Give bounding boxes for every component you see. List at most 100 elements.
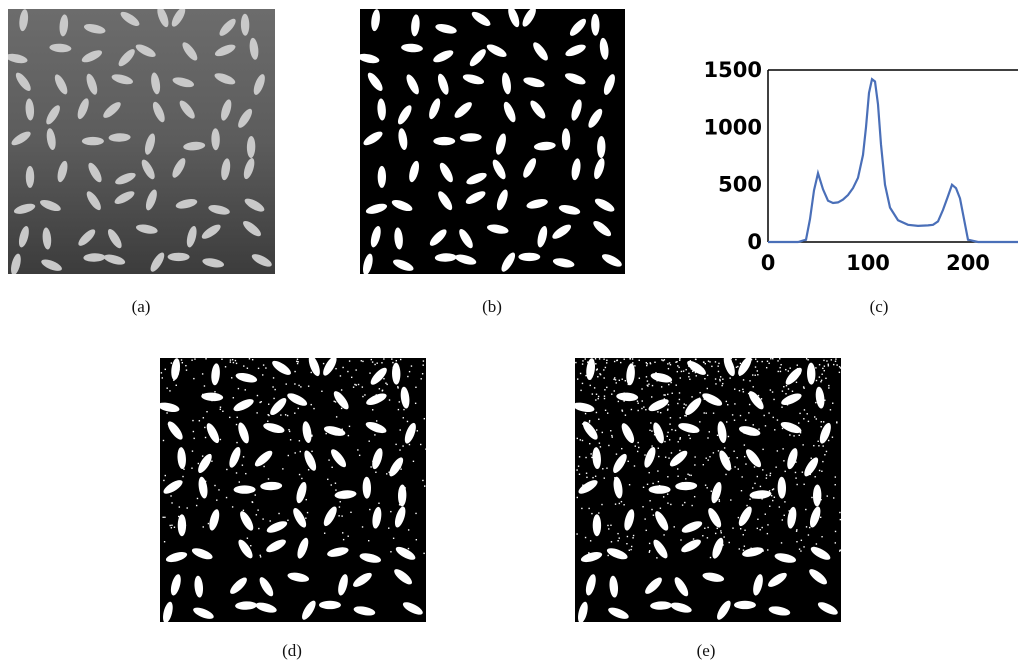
- noise-speck: [162, 516, 164, 518]
- rice-grain: [471, 11, 491, 26]
- noise-speck: [340, 407, 343, 410]
- noise-speck: [838, 366, 841, 368]
- noise-speck: [606, 412, 609, 414]
- rice-grain: [246, 136, 256, 158]
- rice-grain: [644, 446, 656, 468]
- rice-grain: [327, 547, 349, 557]
- noise-speck: [759, 485, 762, 488]
- rice-grain: [59, 14, 69, 37]
- rice-grain: [118, 49, 135, 67]
- rice-grain: [518, 252, 541, 262]
- noise-speck: [246, 537, 249, 539]
- rice-grain: [145, 189, 157, 211]
- noise-speck: [623, 504, 625, 506]
- noise-speck: [369, 508, 371, 511]
- noise-speck: [650, 422, 652, 424]
- noise-speck: [737, 516, 740, 519]
- noise-speck: [357, 449, 359, 451]
- rice-grain: [815, 386, 825, 409]
- noise-speck: [711, 365, 713, 368]
- noise-speck: [662, 496, 665, 498]
- noise-speck: [693, 495, 696, 498]
- noise-speck: [688, 474, 691, 476]
- noise-speck: [723, 447, 726, 449]
- noise-speck: [632, 362, 634, 364]
- noise-speck: [298, 473, 301, 476]
- rice-grain: [302, 600, 316, 620]
- noise-speck: [170, 495, 172, 497]
- noise-speck: [691, 396, 693, 398]
- noise-speck: [575, 361, 577, 364]
- rice-grain: [626, 363, 635, 386]
- noise-speck: [828, 387, 830, 389]
- rice-grain: [108, 133, 131, 142]
- rice-grain: [363, 131, 383, 146]
- caption-e: (e): [696, 641, 716, 660]
- noise-speck: [794, 471, 797, 474]
- noise-speck: [834, 542, 837, 544]
- noise-speck: [727, 435, 730, 438]
- noise-speck: [378, 502, 380, 504]
- noise-speck: [645, 409, 647, 411]
- rice-grain: [208, 205, 230, 215]
- noise-speck: [260, 401, 262, 403]
- rice-grain: [394, 569, 413, 585]
- rice-grain: [13, 203, 36, 214]
- noise-speck: [815, 367, 817, 369]
- rice-grain: [746, 449, 762, 468]
- noise-speck: [611, 436, 613, 438]
- noise-speck: [772, 499, 774, 502]
- rice-grain: [395, 546, 416, 560]
- noise-speck: [173, 379, 175, 382]
- noise-speck: [647, 385, 649, 387]
- noise-speck: [408, 443, 411, 446]
- noise-speck: [677, 365, 679, 367]
- noise-speck: [722, 382, 724, 385]
- noise-speck: [838, 371, 841, 374]
- rice-grain: [774, 553, 797, 563]
- noise-speck: [783, 460, 785, 462]
- rice-grain: [819, 422, 831, 444]
- noise-speck: [584, 536, 587, 539]
- noise-speck: [407, 375, 409, 378]
- noise-speck: [334, 482, 337, 484]
- noise-speck: [642, 486, 645, 489]
- noise-speck: [760, 398, 763, 400]
- rice-grain: [655, 511, 669, 531]
- noise-speck: [231, 377, 233, 379]
- rice-grain: [333, 391, 349, 410]
- rice-grain: [214, 44, 236, 57]
- noise-speck: [237, 387, 240, 390]
- noise-speck: [576, 469, 578, 471]
- noise-speck: [833, 363, 835, 366]
- noise-speck: [298, 384, 300, 387]
- noise-speck: [273, 397, 275, 400]
- noise-speck: [602, 468, 604, 470]
- noise-speck: [284, 414, 287, 416]
- rice-grain: [708, 507, 722, 528]
- noise-speck: [759, 529, 761, 531]
- noise-speck: [766, 532, 769, 535]
- noise-speck: [616, 359, 618, 362]
- noise-speck: [641, 388, 643, 390]
- noise-speck: [739, 414, 742, 417]
- noise-speck: [604, 366, 607, 369]
- rice-grain: [8, 53, 28, 64]
- noise-speck: [676, 370, 679, 373]
- noise-speck: [645, 376, 648, 378]
- rice-grain: [323, 358, 337, 376]
- noise-speck: [770, 358, 772, 360]
- rice-grain: [687, 360, 706, 375]
- noise-speck: [783, 385, 785, 388]
- noise-speck: [669, 417, 672, 419]
- noise-speck: [669, 363, 672, 366]
- noise-speck: [649, 550, 651, 552]
- rice-grain: [406, 74, 419, 95]
- noise-speck: [829, 409, 832, 411]
- noise-speck: [391, 358, 393, 360]
- rice-grain: [191, 548, 213, 560]
- noise-speck: [399, 449, 401, 451]
- noise-speck: [764, 425, 767, 427]
- noise-speck: [825, 450, 828, 453]
- noise-speck: [297, 361, 299, 363]
